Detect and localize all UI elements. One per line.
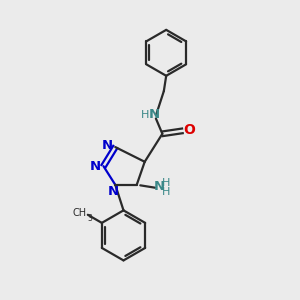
Text: N: N (149, 109, 160, 122)
Text: H: H (162, 187, 170, 197)
Text: CH: CH (73, 208, 87, 218)
Text: N: N (153, 180, 164, 193)
Text: H: H (140, 110, 149, 120)
Text: 3: 3 (88, 214, 93, 223)
Text: N: N (101, 140, 112, 152)
Text: N: N (90, 160, 101, 173)
Text: O: O (183, 123, 195, 137)
Text: N: N (108, 185, 119, 198)
Text: H: H (162, 178, 170, 188)
